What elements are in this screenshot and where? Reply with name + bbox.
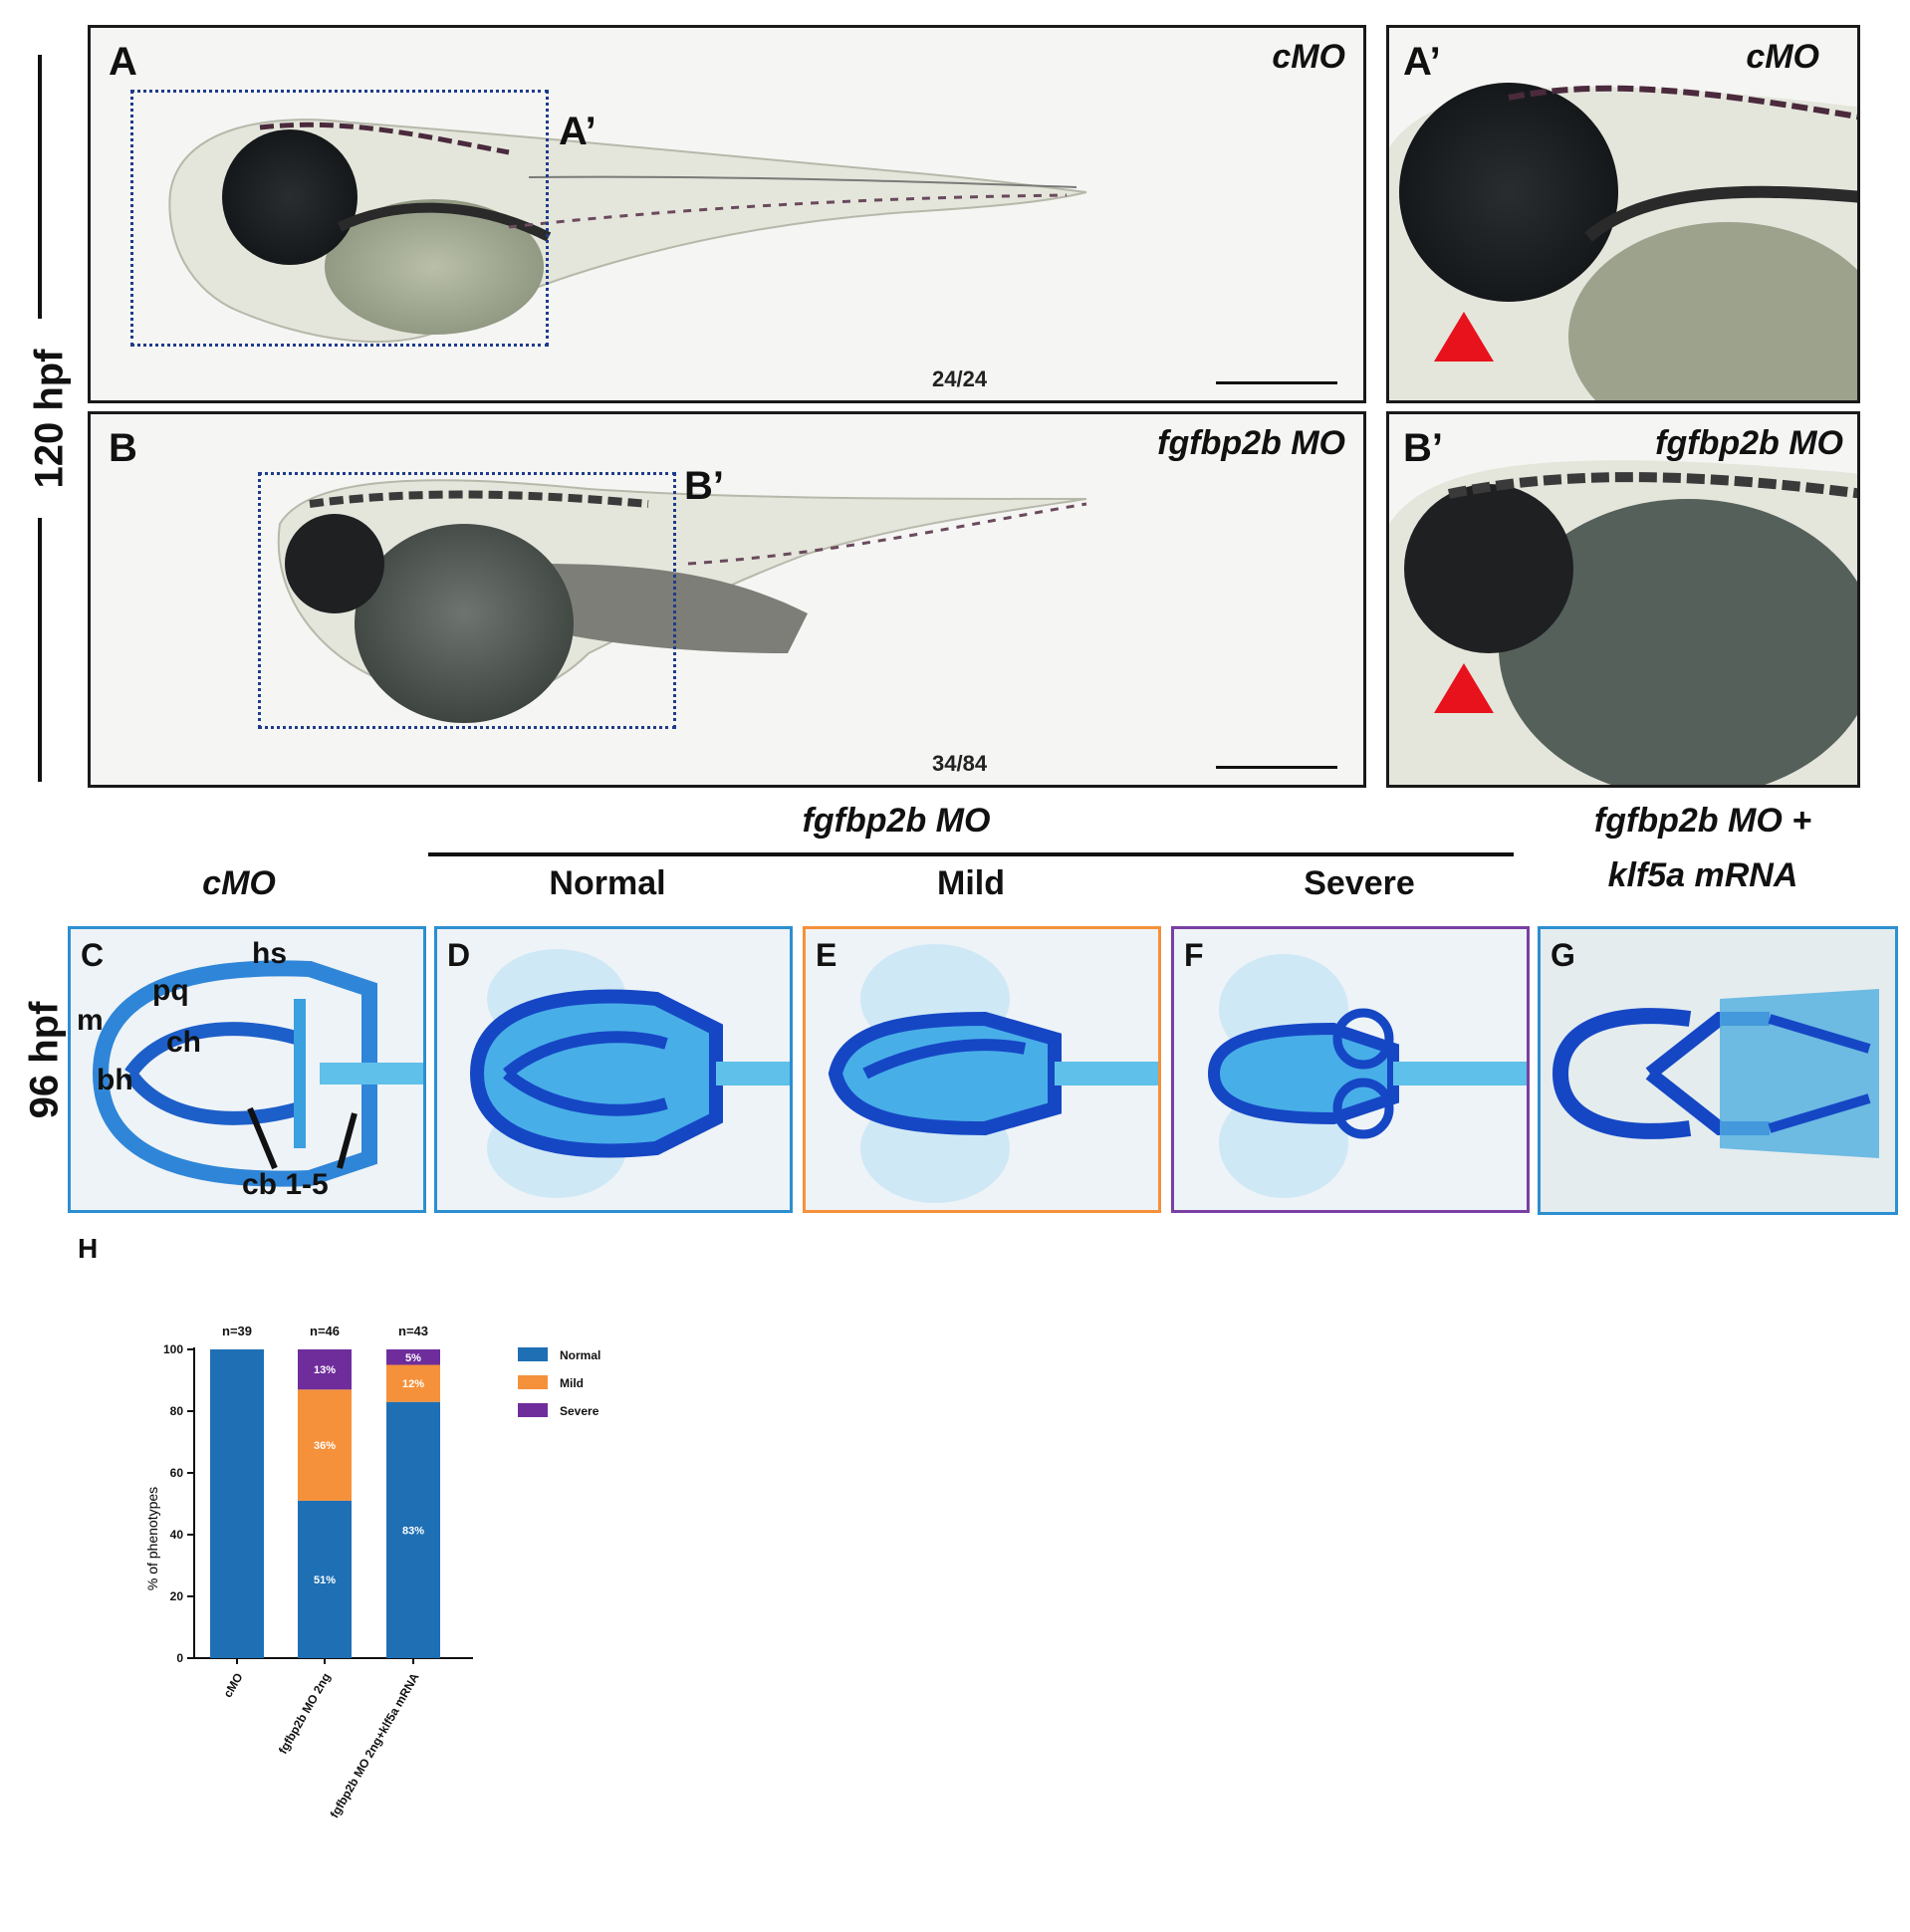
x-tick-label: cMO xyxy=(220,1671,245,1701)
panel-label-b-prime: B’ xyxy=(1403,426,1443,470)
cartilage-image-e xyxy=(828,944,1158,1203)
time-bracket-120 xyxy=(38,55,42,782)
y-tick-label: 40 xyxy=(170,1528,184,1542)
larva-image-a-prime xyxy=(1389,83,1857,400)
legend-swatch-mild xyxy=(518,1375,548,1389)
annot-m: m xyxy=(77,1004,104,1037)
panel-label-a-prime: A’ xyxy=(1403,40,1441,84)
larva-image-b xyxy=(277,479,1087,723)
panel-label-g: G xyxy=(1551,937,1575,973)
panel-a: A A’ cMO 24/24 xyxy=(88,25,1366,403)
annot-bh: bh xyxy=(97,1064,133,1096)
legend-swatch-severe xyxy=(518,1403,548,1417)
x-tick-label: fgfbp2b MO 2ng xyxy=(276,1671,334,1757)
panel-label-b: B xyxy=(109,426,137,470)
legend-swatch-normal xyxy=(518,1347,548,1361)
panel-label-d: D xyxy=(447,937,471,973)
cartilage-image-g xyxy=(1552,989,1879,1158)
bar-segment-normal xyxy=(386,1401,440,1658)
header-severe: Severe xyxy=(1304,864,1415,902)
bar-data-label: 12% xyxy=(402,1378,424,1390)
header-underline xyxy=(428,852,1514,856)
cartilage-image-f xyxy=(1207,954,1527,1198)
annot-cb: cb 1-5 xyxy=(242,1168,329,1201)
cartilage-image-c xyxy=(92,960,423,1187)
arrowhead-b-prime xyxy=(1434,663,1494,713)
annot-ch: ch xyxy=(166,1026,202,1059)
inset-box-a xyxy=(130,90,549,347)
legend-label-severe: Severe xyxy=(560,1404,599,1418)
inset-label-b-prime: B’ xyxy=(684,464,724,508)
condition-a-prime: cMO xyxy=(1746,38,1819,76)
annot-pq: pq xyxy=(152,974,189,1007)
panel-label-e: E xyxy=(816,937,837,973)
x-tick-label: fgfbp2b MO 2ng+klf5a mRNA xyxy=(328,1670,422,1820)
panel-d: D xyxy=(434,926,793,1213)
n-label: n=39 xyxy=(222,1324,252,1338)
legend-label-normal: Normal xyxy=(560,1348,600,1362)
bar-data-label: 51% xyxy=(314,1574,336,1586)
bar-data-label: 13% xyxy=(314,1364,336,1376)
panel-e: E xyxy=(803,926,1161,1213)
panel-label-f: F xyxy=(1184,937,1204,973)
bar-data-label: 36% xyxy=(314,1440,336,1452)
arrowhead-a-prime xyxy=(1434,312,1494,362)
n-label: n=46 xyxy=(310,1324,340,1338)
y-tick-label: 60 xyxy=(170,1466,184,1480)
header-normal: Normal xyxy=(549,864,666,902)
bar-segment-severe xyxy=(386,1349,440,1365)
panel-b-prime: B’ fgfbp2b MO xyxy=(1386,411,1860,788)
legend-label-mild: Mild xyxy=(560,1376,584,1390)
panel-f: F xyxy=(1171,926,1530,1213)
y-tick-label: 20 xyxy=(170,1589,184,1603)
condition-b: fgfbp2b MO xyxy=(1157,424,1345,462)
y-tick-label: 100 xyxy=(163,1342,183,1356)
header-cmo: cMO xyxy=(202,864,276,902)
panel-label-c: C xyxy=(81,937,105,973)
count-a: 24/24 xyxy=(932,366,988,391)
bar-segment-mild xyxy=(386,1364,440,1402)
panel-label-h: H xyxy=(78,1233,99,1264)
bar-segment-normal xyxy=(298,1500,352,1658)
y-tick-label: 0 xyxy=(176,1651,183,1665)
time-label-96: 96 hpf xyxy=(22,1001,67,1119)
panel-c: C hs pq m ch bh cb 1-5 xyxy=(68,926,426,1213)
y-tick-label: 80 xyxy=(170,1404,184,1418)
larva-image-a xyxy=(168,119,1087,343)
y-axis-label: % of phenotypes xyxy=(144,1487,160,1590)
larva-image-b-prime xyxy=(1389,460,1857,785)
panel-a-prime: A’ cMO xyxy=(1386,25,1860,403)
header-rescue-line1: fgfbp2b MO + xyxy=(1593,802,1812,840)
bar-data-label: 83% xyxy=(402,1525,424,1537)
inset-label-a-prime: A’ xyxy=(559,110,597,153)
annot-hs: hs xyxy=(252,937,288,970)
panel-label-a: A xyxy=(109,40,137,84)
time-label-120: 120 hpf xyxy=(27,349,72,489)
condition-b-prime: fgfbp2b MO xyxy=(1655,424,1843,462)
panel-g: G xyxy=(1538,926,1898,1215)
scale-bar-a xyxy=(1216,381,1337,384)
inset-box-b xyxy=(258,472,676,729)
chart-h: % of phenotypes 0 20 40 60 80 100 n=39 cMO 51% 36… xyxy=(144,1324,600,1820)
bar-segment-severe xyxy=(298,1349,352,1390)
n-label: n=43 xyxy=(398,1324,428,1338)
scale-bar-b xyxy=(1216,766,1337,769)
bar-segment-normal xyxy=(210,1349,264,1658)
panel-b: B B’ fgfbp2b MO 34/84 xyxy=(88,411,1366,788)
cartilage-image-d xyxy=(469,949,790,1198)
count-b: 34/84 xyxy=(932,751,988,776)
condition-a: cMO xyxy=(1272,38,1345,76)
bar-data-label: 5% xyxy=(405,1352,421,1364)
header-fgf: fgfbp2b MO xyxy=(802,802,991,840)
bar-segment-mild xyxy=(298,1389,352,1501)
header-mild: Mild xyxy=(937,864,1005,902)
header-rescue-line2: klf5a mRNA xyxy=(1607,856,1798,894)
